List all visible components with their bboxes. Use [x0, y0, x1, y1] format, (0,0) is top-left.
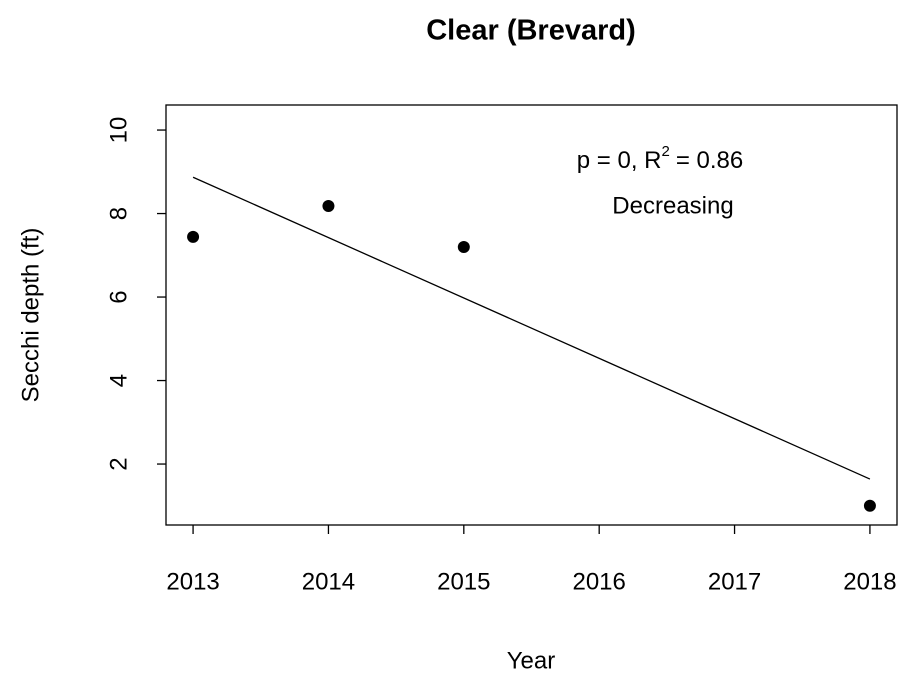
y-tick-label: 10 [105, 117, 132, 144]
y-tick-label: 4 [105, 374, 132, 387]
x-axis-label: Year [507, 647, 556, 674]
point [322, 200, 335, 213]
y-axis-label: Secchi depth (ft) [17, 228, 44, 403]
annotation: p = 0, R2 = 0.86 [577, 143, 743, 174]
point [187, 230, 200, 243]
x-tick-label: 2016 [572, 568, 625, 595]
annotation-suffix: = 0.86 [676, 147, 743, 174]
x-tick-label: 2013 [166, 568, 219, 595]
point [457, 240, 470, 253]
point [863, 499, 876, 512]
x-tick-label: 2017 [708, 568, 761, 595]
x-tick-label: 2014 [302, 568, 355, 595]
annotation-line2: Decreasing [612, 192, 733, 219]
annotation-prefix: p = 0, R [577, 147, 662, 174]
annotation-superscript: 2 [661, 143, 669, 160]
y-tick-label: 8 [105, 207, 132, 220]
x-tick-label: 2018 [843, 568, 896, 595]
chart-title: Clear (Brevard) [426, 15, 636, 47]
y-tick-label: 6 [105, 290, 132, 303]
y-tick-label: 2 [105, 457, 132, 470]
trend-line [192, 176, 871, 480]
plot-frame [165, 104, 898, 526]
x-tick-label: 2015 [437, 568, 490, 595]
